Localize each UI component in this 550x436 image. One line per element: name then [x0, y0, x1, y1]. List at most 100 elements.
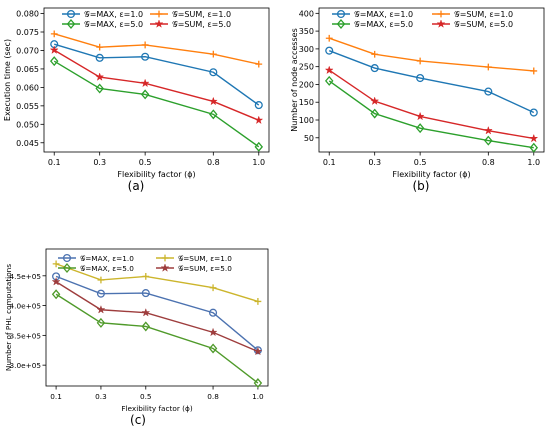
legend-marker	[336, 18, 346, 30]
legend-label: 𝒢=SUM, ε=5.0	[454, 20, 513, 29]
data-point	[370, 96, 380, 106]
x-tick-label: 0.1	[50, 392, 62, 401]
legend-marker	[437, 10, 445, 18]
x-tick-label: 1.0	[252, 392, 264, 401]
data-point	[96, 317, 106, 328]
data-point	[141, 307, 151, 317]
data-point	[325, 34, 333, 42]
chart-execution-time: 0.1 0.3 0.5 0.8 1.0 0.045 0.050 0.055 0.060 0.065…	[3, 7, 270, 179]
data-point	[483, 125, 493, 135]
x-tick-label: 0.1	[48, 158, 61, 167]
data-point	[50, 30, 58, 38]
series-line	[53, 49, 260, 121]
legend-label: 𝒢=MAX, ε=5.0	[80, 264, 134, 273]
y-tick-label: 300	[299, 45, 314, 54]
x-axis-label: Flexibility factor (ϕ)	[117, 170, 195, 179]
legend-label: 𝒢=MAX, ε=5.0	[354, 20, 413, 29]
data-point	[324, 75, 334, 86]
legend-marker	[160, 263, 170, 272]
data-point	[141, 289, 150, 298]
data-point	[51, 276, 61, 286]
series-line	[54, 43, 260, 106]
legend-marker	[436, 19, 446, 28]
y-tick-label: 3.5e+05	[10, 331, 42, 340]
y-axis-label: Number of PHL computations	[4, 264, 13, 371]
data-point	[484, 135, 493, 146]
data-point	[255, 60, 263, 68]
legend-marker	[62, 262, 72, 274]
y-axis-label: Number of node accesses	[290, 28, 299, 132]
legend-label: 𝒢=MAX, ε=5.0	[84, 20, 143, 29]
x-tick-label: 0.1	[323, 158, 336, 167]
data-point	[254, 115, 264, 125]
data-point	[530, 67, 538, 75]
y-tick-label: 0.080	[16, 10, 39, 19]
chart-phl-computations: 0.1 0.3 0.5 0.8 1.0 3.0e+05 3.5e+05 4.0e+05 4.5e…	[4, 248, 269, 413]
x-axis-label: Flexibility factor (ϕ)	[392, 170, 470, 179]
y-tick-label: 3.0e+05	[10, 361, 42, 370]
data-point	[529, 133, 539, 143]
data-point	[325, 46, 334, 55]
y-tick-label: 400	[299, 9, 314, 18]
data-point	[141, 41, 149, 49]
legend-marker	[154, 19, 164, 28]
plot-frame	[43, 7, 270, 153]
x-tick-label: 0.8	[482, 158, 495, 167]
data-point	[97, 276, 105, 284]
series-line	[328, 80, 534, 149]
y-tick-label: 50	[304, 134, 314, 143]
data-point	[140, 89, 150, 100]
y-tick-label: 4.5e+05	[10, 272, 42, 281]
legend-label: 𝒢=SUM, ε=1.0	[454, 10, 513, 19]
data-point	[141, 52, 150, 61]
legend-label: 𝒢=SUM, ε=5.0	[178, 264, 232, 273]
series-line	[328, 50, 535, 114]
data-point	[209, 308, 218, 317]
plot-frame	[318, 7, 545, 153]
data-point	[253, 378, 263, 389]
y-tick-label: 0.065	[16, 65, 39, 74]
data-point	[95, 53, 104, 62]
series-line	[53, 60, 260, 148]
y-tick-label: 0.070	[16, 46, 39, 55]
x-tick-label: 0.8	[207, 158, 220, 167]
data-point	[371, 50, 379, 58]
data-point	[52, 260, 60, 268]
series-line	[55, 293, 259, 384]
legend-label: 𝒢=SUM, ε=1.0	[172, 10, 231, 19]
legend-marker	[66, 9, 76, 19]
data-point	[96, 43, 104, 51]
legend-label: 𝒢=MAX, ε=1.0	[80, 254, 134, 263]
data-point	[208, 96, 218, 106]
data-point	[254, 298, 262, 305]
x-tick-label: 0.3	[93, 158, 106, 167]
data-point	[415, 123, 425, 134]
data-point	[253, 346, 263, 356]
y-tick-label: 350	[299, 27, 314, 36]
data-point	[209, 109, 218, 120]
y-tick-label: 200	[299, 80, 314, 89]
data-point	[96, 304, 106, 314]
data-point	[209, 284, 217, 292]
legend-label: 𝒢=SUM, ε=5.0	[172, 20, 231, 29]
data-point	[415, 111, 425, 121]
legend-label: 𝒢=SUM, ε=1.0	[178, 254, 232, 263]
x-tick-label: 0.3	[368, 158, 381, 167]
legend-marker	[62, 253, 72, 263]
legend-marker	[336, 9, 346, 19]
y-tick-label: 100	[299, 116, 314, 125]
data-point	[209, 68, 218, 77]
data-point	[95, 72, 105, 81]
y-axis-label: Execution time (sec)	[3, 39, 12, 121]
y-tick-label: 250	[299, 63, 314, 72]
legend-label: 𝒢=MAX, ε=1.0	[84, 10, 143, 19]
x-tick-label: 0.5	[140, 392, 152, 401]
x-tick-label: 1.0	[527, 158, 540, 167]
series-line	[55, 275, 259, 351]
data-point	[529, 108, 538, 117]
x-tick-label: 0.5	[414, 158, 427, 167]
y-tick-label: 0.075	[16, 28, 39, 37]
data-point	[370, 108, 379, 119]
data-point	[141, 321, 151, 332]
x-tick-label: 0.5	[139, 158, 152, 167]
